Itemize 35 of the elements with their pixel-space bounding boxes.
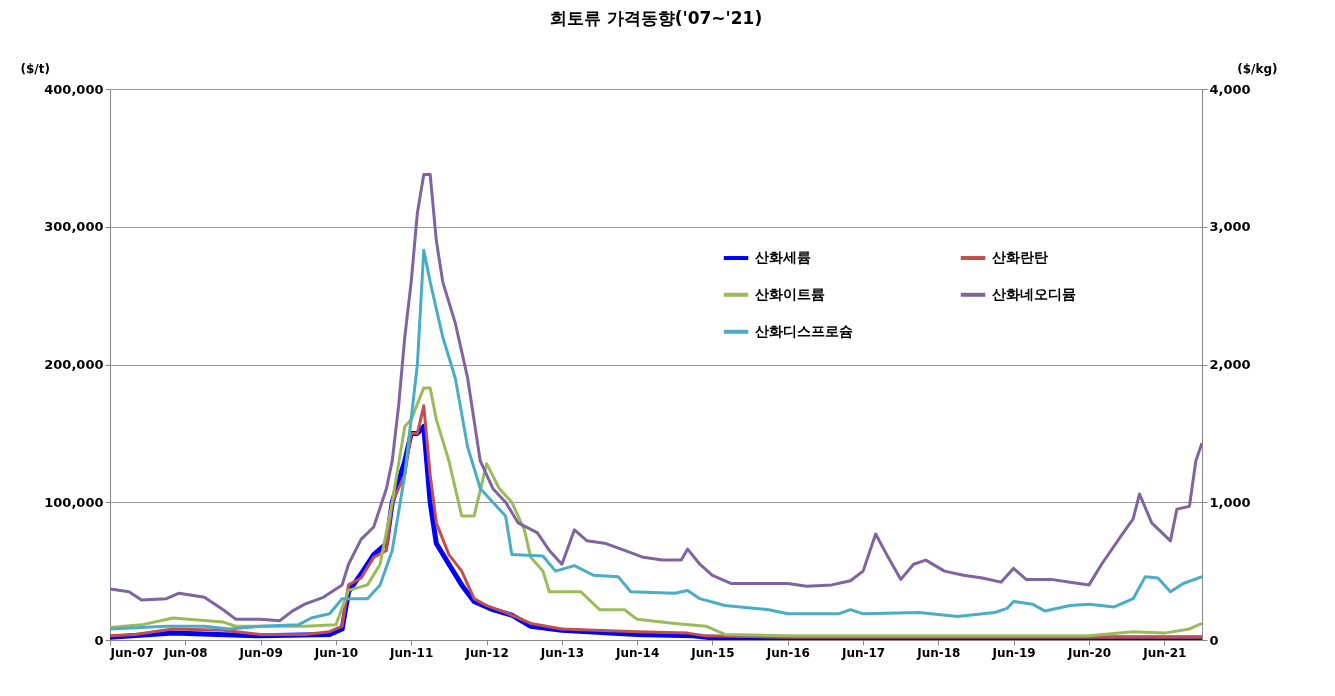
x-tick-label: Jun-11 [389, 645, 434, 660]
y-tick-label: 200,000 [44, 357, 104, 372]
y2-axis-title: ($/kg) [1237, 61, 1278, 76]
legend-label: 산화란탄 [991, 249, 1048, 266]
legend-label: 산화네오디뮴 [991, 285, 1076, 302]
x-tick-label: Jun-15 [690, 645, 735, 660]
x-tick-label: Jun-17 [840, 645, 886, 660]
x-tick-label: Jun-18 [916, 645, 961, 660]
legend-label: 산화디스프로슘 [754, 322, 853, 339]
y2-tick-label: 0 [1209, 632, 1219, 648]
chart-title: 희토류 가격동향('07~'21) [549, 8, 763, 28]
x-tick-label: Jun-13 [539, 645, 585, 660]
line-series [110, 248, 1202, 631]
legend-label: 산화세륨 [754, 249, 811, 266]
x-tick-label: Jun-12 [464, 645, 509, 660]
y2-tick-label: 4,000 [1209, 81, 1251, 97]
x-tick-label: Jun-19 [991, 645, 1036, 660]
x-tick-label: Jun-07 [109, 645, 154, 660]
legend-label: 산화이트륨 [754, 285, 825, 302]
y2-tick-label: 3,000 [1209, 219, 1251, 235]
line-series [110, 172, 1202, 623]
y2-tick-label: 2,000 [1209, 357, 1251, 372]
y-tick-label: 100,000 [44, 494, 104, 510]
x-tick-label: Jun-14 [615, 645, 660, 660]
y-tick-label: 400,000 [44, 81, 104, 97]
x-tick-label: Jun-09 [238, 645, 283, 660]
y-axis-title: ($/t) [20, 61, 50, 76]
x-tick-label: Jun-21 [1142, 645, 1187, 660]
y2-tick-label: 1,000 [1209, 494, 1251, 510]
y-tick-label: 300,000 [44, 219, 104, 235]
y-tick-label: 0 [94, 632, 104, 648]
x-tick-label: Jun-16 [765, 645, 810, 660]
x-tick-label: Jun-20 [1066, 645, 1112, 660]
x-tick-label: Jun-10 [313, 645, 359, 660]
x-tick-label: Jun-08 [163, 645, 208, 660]
